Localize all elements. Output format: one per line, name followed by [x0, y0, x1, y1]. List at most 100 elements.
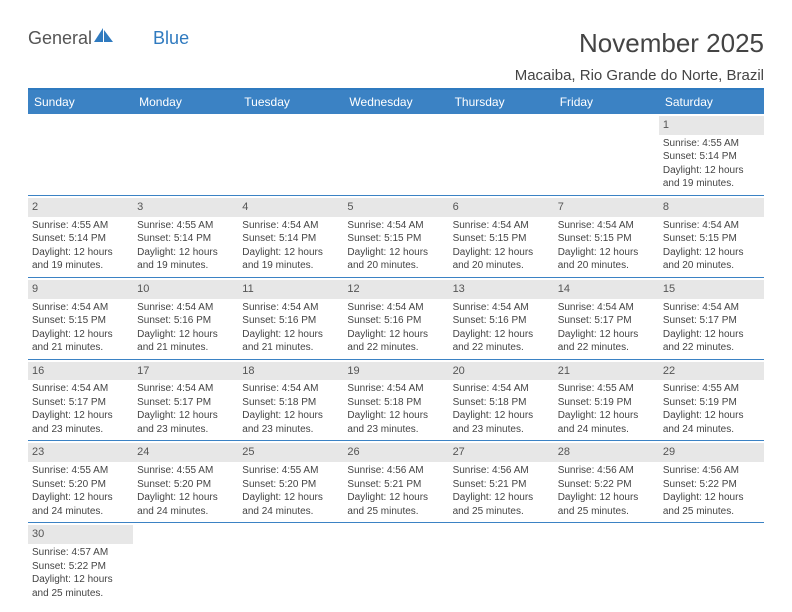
calendar-cell: 13Sunrise: 4:54 AMSunset: 5:16 PMDayligh…: [449, 277, 554, 359]
daylight-line-2: and 22 minutes.: [663, 341, 760, 355]
daylight-line-2: and 23 minutes.: [242, 423, 339, 437]
calendar-cell: 1Sunrise: 4:55 AMSunset: 5:14 PMDaylight…: [659, 114, 764, 195]
daylight-line-2: and 20 minutes.: [558, 259, 655, 273]
calendar-cell: 27Sunrise: 4:56 AMSunset: 5:21 PMDayligh…: [449, 441, 554, 523]
sunset-line: Sunset: 5:17 PM: [558, 314, 655, 328]
logo-sail-icon: [94, 28, 114, 49]
daylight-line-2: and 23 minutes.: [347, 423, 444, 437]
daylight-line-2: and 19 minutes.: [137, 259, 234, 273]
day-number: 10: [133, 280, 238, 299]
sunset-line: Sunset: 5:18 PM: [347, 396, 444, 410]
day-number: 27: [449, 443, 554, 462]
col-saturday: Saturday: [659, 90, 764, 114]
daylight-line-1: Daylight: 12 hours: [558, 409, 655, 423]
daylight-line-1: Daylight: 12 hours: [347, 246, 444, 260]
calendar-cell-empty: [133, 114, 238, 195]
calendar-cell-empty: [554, 523, 659, 604]
day-number: 16: [28, 362, 133, 381]
calendar-cell-empty: [659, 523, 764, 604]
daylight-line-2: and 22 minutes.: [453, 341, 550, 355]
calendar-cell: 10Sunrise: 4:54 AMSunset: 5:16 PMDayligh…: [133, 277, 238, 359]
sunrise-line: Sunrise: 4:54 AM: [663, 301, 760, 315]
day-number: 18: [238, 362, 343, 381]
calendar-row: 9Sunrise: 4:54 AMSunset: 5:15 PMDaylight…: [28, 277, 764, 359]
calendar-cell-empty: [554, 114, 659, 195]
sunrise-line: Sunrise: 4:56 AM: [663, 464, 760, 478]
sunrise-line: Sunrise: 4:55 AM: [663, 137, 760, 151]
calendar-cell: 17Sunrise: 4:54 AMSunset: 5:17 PMDayligh…: [133, 359, 238, 441]
day-number: 2: [28, 198, 133, 217]
daylight-line-1: Daylight: 12 hours: [137, 328, 234, 342]
daylight-line-1: Daylight: 12 hours: [242, 409, 339, 423]
sunset-line: Sunset: 5:22 PM: [32, 560, 129, 574]
sunset-line: Sunset: 5:15 PM: [347, 232, 444, 246]
sunset-line: Sunset: 5:18 PM: [453, 396, 550, 410]
calendar-cell: 20Sunrise: 4:54 AMSunset: 5:18 PMDayligh…: [449, 359, 554, 441]
calendar-cell-empty: [238, 114, 343, 195]
calendar-table: Sunday Monday Tuesday Wednesday Thursday…: [28, 90, 764, 604]
calendar-cell-empty: [133, 523, 238, 604]
sunset-line: Sunset: 5:14 PM: [242, 232, 339, 246]
calendar-cell: 29Sunrise: 4:56 AMSunset: 5:22 PMDayligh…: [659, 441, 764, 523]
day-number: 20: [449, 362, 554, 381]
calendar-cell: 19Sunrise: 4:54 AMSunset: 5:18 PMDayligh…: [343, 359, 448, 441]
calendar-cell-empty: [449, 523, 554, 604]
daylight-line-2: and 21 minutes.: [137, 341, 234, 355]
calendar-cell: 30Sunrise: 4:57 AMSunset: 5:22 PMDayligh…: [28, 523, 133, 604]
calendar-cell: 5Sunrise: 4:54 AMSunset: 5:15 PMDaylight…: [343, 195, 448, 277]
day-number: 23: [28, 443, 133, 462]
day-number: 9: [28, 280, 133, 299]
day-number: 14: [554, 280, 659, 299]
daylight-line-1: Daylight: 12 hours: [137, 409, 234, 423]
sunset-line: Sunset: 5:20 PM: [137, 478, 234, 492]
col-monday: Monday: [133, 90, 238, 114]
sunrise-line: Sunrise: 4:55 AM: [137, 464, 234, 478]
calendar-cell: 24Sunrise: 4:55 AMSunset: 5:20 PMDayligh…: [133, 441, 238, 523]
calendar-cell: 7Sunrise: 4:54 AMSunset: 5:15 PMDaylight…: [554, 195, 659, 277]
sunrise-line: Sunrise: 4:54 AM: [663, 219, 760, 233]
sunrise-line: Sunrise: 4:55 AM: [32, 464, 129, 478]
day-number: 28: [554, 443, 659, 462]
sunset-line: Sunset: 5:14 PM: [137, 232, 234, 246]
day-number: 5: [343, 198, 448, 217]
sunset-line: Sunset: 5:15 PM: [453, 232, 550, 246]
calendar-cell: 4Sunrise: 4:54 AMSunset: 5:14 PMDaylight…: [238, 195, 343, 277]
sunset-line: Sunset: 5:16 PM: [137, 314, 234, 328]
location-bar: Macaiba, Rio Grande do Norte, Brazil: [28, 67, 764, 90]
daylight-line-1: Daylight: 12 hours: [663, 164, 760, 178]
daylight-line-1: Daylight: 12 hours: [32, 491, 129, 505]
sunrise-line: Sunrise: 4:56 AM: [453, 464, 550, 478]
day-number: 12: [343, 280, 448, 299]
daylight-line-2: and 23 minutes.: [32, 423, 129, 437]
daylight-line-1: Daylight: 12 hours: [242, 246, 339, 260]
day-number: 25: [238, 443, 343, 462]
col-friday: Friday: [554, 90, 659, 114]
sunrise-line: Sunrise: 4:57 AM: [32, 546, 129, 560]
sunset-line: Sunset: 5:14 PM: [663, 150, 760, 164]
daylight-line-1: Daylight: 12 hours: [453, 409, 550, 423]
sunrise-line: Sunrise: 4:54 AM: [242, 382, 339, 396]
daylight-line-2: and 25 minutes.: [558, 505, 655, 519]
daylight-line-1: Daylight: 12 hours: [347, 409, 444, 423]
calendar-cell: 9Sunrise: 4:54 AMSunset: 5:15 PMDaylight…: [28, 277, 133, 359]
calendar-row: 30Sunrise: 4:57 AMSunset: 5:22 PMDayligh…: [28, 523, 764, 604]
daylight-line-2: and 22 minutes.: [558, 341, 655, 355]
daylight-line-1: Daylight: 12 hours: [453, 491, 550, 505]
daylight-line-1: Daylight: 12 hours: [242, 491, 339, 505]
sunset-line: Sunset: 5:15 PM: [32, 314, 129, 328]
daylight-line-2: and 25 minutes.: [663, 505, 760, 519]
daylight-line-1: Daylight: 12 hours: [32, 328, 129, 342]
sunrise-line: Sunrise: 4:54 AM: [558, 301, 655, 315]
day-number: 13: [449, 280, 554, 299]
day-number: 15: [659, 280, 764, 299]
calendar-cell: 23Sunrise: 4:55 AMSunset: 5:20 PMDayligh…: [28, 441, 133, 523]
location-text: Macaiba, Rio Grande do Norte, Brazil: [515, 67, 764, 84]
day-number: 21: [554, 362, 659, 381]
calendar-cell-empty: [343, 523, 448, 604]
day-number: 26: [343, 443, 448, 462]
calendar-cell: 2Sunrise: 4:55 AMSunset: 5:14 PMDaylight…: [28, 195, 133, 277]
day-number: 3: [133, 198, 238, 217]
day-number: 6: [449, 198, 554, 217]
daylight-line-2: and 21 minutes.: [242, 341, 339, 355]
day-number: 22: [659, 362, 764, 381]
